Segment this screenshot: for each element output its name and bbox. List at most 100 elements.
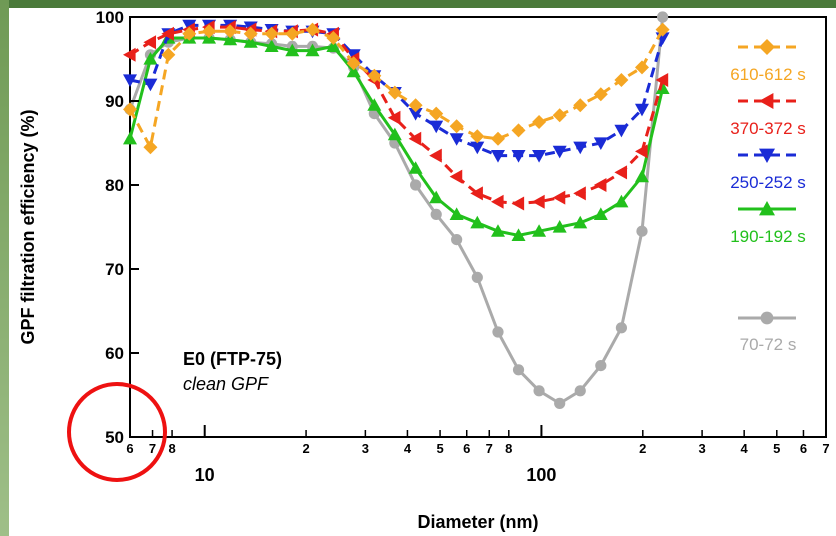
x-minor-tick-label: 8 xyxy=(505,441,512,456)
plot-frame xyxy=(129,16,827,438)
data-point xyxy=(367,98,382,111)
data-point xyxy=(573,215,588,229)
x-minor-tick-label: 4 xyxy=(404,441,412,456)
data-point xyxy=(326,39,341,52)
data-point xyxy=(429,148,442,163)
y-tick-label: 100 xyxy=(96,8,124,27)
legend-label: 250-252 s xyxy=(730,173,806,192)
data-point xyxy=(532,150,547,163)
data-point xyxy=(593,207,608,220)
data-point xyxy=(470,215,485,229)
data-point xyxy=(574,385,586,397)
data-point xyxy=(614,73,629,87)
data-point xyxy=(552,108,567,123)
data-point xyxy=(532,224,547,237)
data-point xyxy=(490,224,505,237)
data-point xyxy=(614,124,629,138)
x-major-tick-label: 100 xyxy=(526,465,556,485)
data-point xyxy=(492,326,504,338)
series-line xyxy=(128,28,664,149)
x-minor-tick-label: 2 xyxy=(639,441,646,456)
data-point xyxy=(573,98,588,113)
y-tick-label: 90 xyxy=(105,92,124,111)
data-point xyxy=(182,26,197,41)
data-point xyxy=(408,98,423,113)
x-minor-tick-label: 6 xyxy=(126,441,133,456)
data-point xyxy=(655,22,670,37)
series-190-192-s xyxy=(123,31,670,241)
data-point xyxy=(305,22,320,37)
data-point xyxy=(573,141,588,155)
x-minor-tick-label: 3 xyxy=(362,441,369,456)
annotation-subtitle: clean GPF xyxy=(183,374,269,394)
data-point xyxy=(593,137,608,150)
data-point xyxy=(346,56,361,71)
data-point xyxy=(429,120,444,134)
data-point xyxy=(532,115,547,129)
data-point xyxy=(512,364,525,376)
x-minor-tick-label: 5 xyxy=(773,441,780,456)
data-point xyxy=(634,103,649,117)
data-point xyxy=(636,225,648,237)
data-point xyxy=(655,73,669,87)
legend-marker xyxy=(759,39,775,55)
data-point xyxy=(387,85,402,100)
x-minor-tick-label: 2 xyxy=(302,441,309,456)
y-tick-label: 60 xyxy=(105,344,124,363)
data-point xyxy=(490,131,505,146)
data-point xyxy=(143,35,157,50)
data-point xyxy=(554,397,566,409)
data-point xyxy=(223,24,238,39)
legend-label: 370-372 s xyxy=(730,119,806,138)
data-point xyxy=(595,360,607,372)
x-minor-tick-label: 6 xyxy=(800,441,807,456)
data-point xyxy=(123,47,136,62)
data-point xyxy=(143,140,158,155)
annotation-title: E0 (FTP-75) xyxy=(183,349,282,369)
top-border xyxy=(0,0,836,8)
legend-marker xyxy=(759,201,775,216)
data-point xyxy=(123,102,137,117)
data-point xyxy=(243,35,258,48)
data-point xyxy=(449,169,463,184)
data-point xyxy=(408,161,423,174)
data-point xyxy=(223,32,238,46)
legend-marker xyxy=(759,93,774,109)
legend-item: 250-252 s xyxy=(730,148,806,192)
data-point xyxy=(408,108,423,121)
data-point xyxy=(655,81,670,94)
legend-label: 190-192 s xyxy=(730,227,806,246)
data-point xyxy=(634,144,648,159)
data-point xyxy=(410,179,422,191)
data-point xyxy=(243,26,258,41)
data-point xyxy=(490,194,504,209)
x-minor-tick-label: 6 xyxy=(463,441,470,456)
data-point xyxy=(470,186,483,201)
data-point xyxy=(532,194,545,209)
data-point xyxy=(615,322,628,334)
y-tick-label: 50 xyxy=(105,428,124,447)
legend-item: 190-192 s xyxy=(730,201,806,246)
data-point xyxy=(471,271,483,283)
data-point xyxy=(161,26,174,41)
data-point xyxy=(449,119,464,134)
data-point xyxy=(161,47,176,62)
x-minor-tick-label: 8 xyxy=(168,441,175,456)
series-370-372-s xyxy=(123,20,669,211)
data-point xyxy=(634,169,649,183)
data-point xyxy=(449,133,464,146)
data-point xyxy=(634,60,649,75)
data-point xyxy=(511,123,526,138)
data-point xyxy=(511,150,526,163)
data-point xyxy=(408,131,422,146)
y-tick-label: 70 xyxy=(105,260,124,279)
legend-marker xyxy=(760,311,774,325)
data-point xyxy=(387,127,402,141)
data-point xyxy=(429,190,444,204)
x-minor-tick-label: 5 xyxy=(436,441,443,456)
series-layer xyxy=(123,11,670,409)
data-point xyxy=(143,52,158,65)
data-point xyxy=(451,234,463,246)
data-point xyxy=(533,385,545,397)
